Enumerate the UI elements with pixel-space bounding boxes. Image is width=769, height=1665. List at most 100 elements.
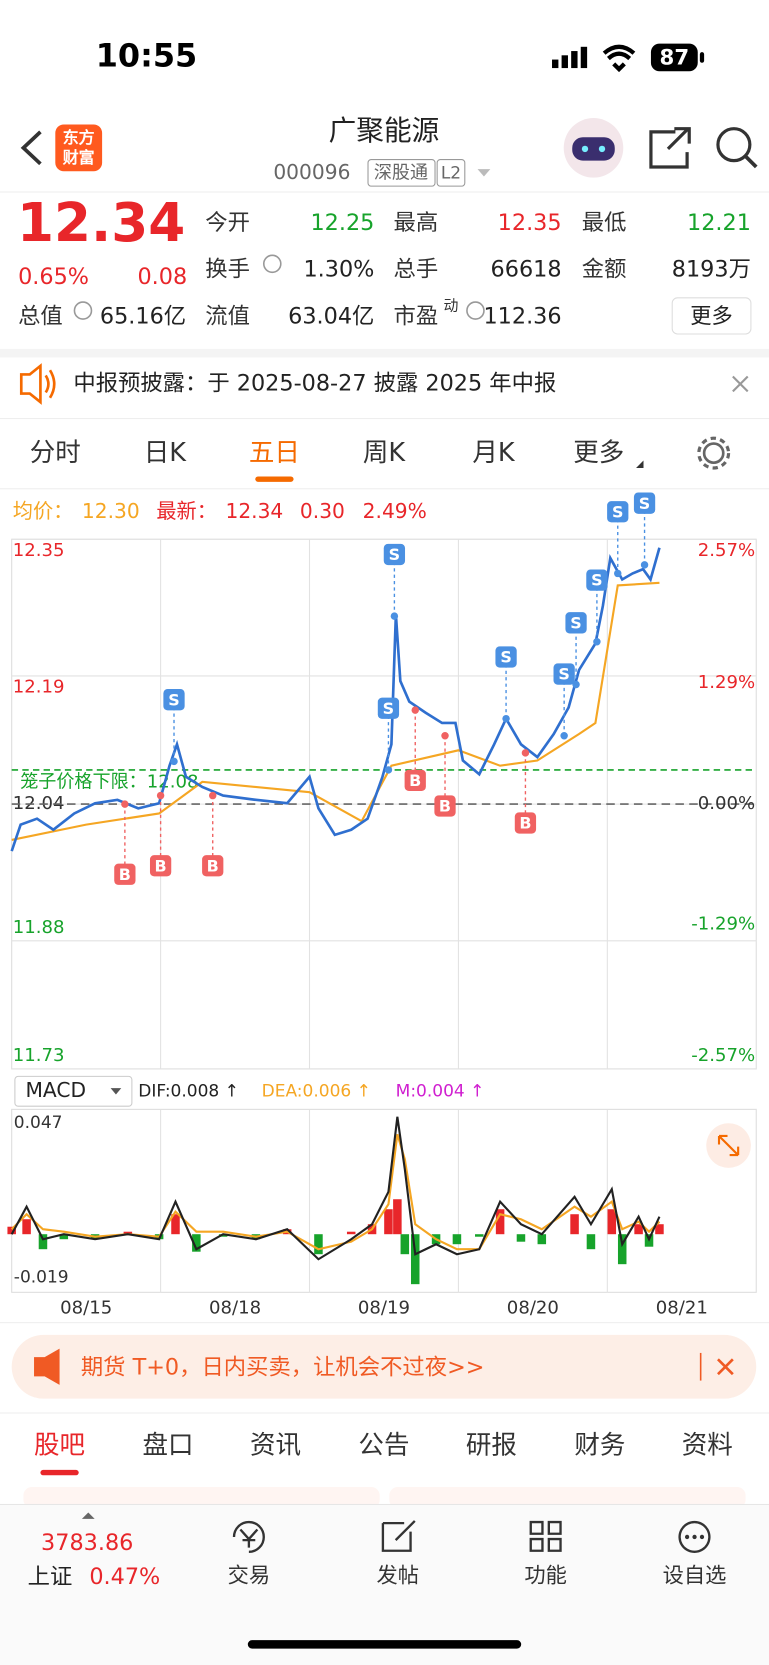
date-label: 08/19 (358, 1297, 410, 1318)
section-tab[interactable]: 股吧 (34, 1431, 85, 1461)
macd-bar (410, 1234, 420, 1285)
period-tab[interactable]: 月K (472, 438, 516, 468)
trade-point (521, 749, 530, 757)
trade-point (614, 569, 622, 578)
expand-icon (717, 1134, 740, 1157)
macd-bar (452, 1234, 462, 1245)
last-pct: 2.49% (363, 499, 427, 523)
macd-bar (314, 1234, 323, 1255)
trade-side: S (383, 699, 394, 718)
nav-label[interactable]: 发帖 (377, 1563, 420, 1588)
field-value: 12.35 (498, 210, 562, 236)
index-value[interactable]: 3783.86 (41, 1530, 133, 1556)
avg-line (11, 581, 660, 841)
trade-point (121, 800, 129, 808)
info-icon[interactable] (466, 301, 485, 320)
field-label: 今开 (205, 210, 250, 236)
banner-text[interactable]: 期货 T+0，日内买卖，让机会不过夜>> (81, 1354, 485, 1380)
trade-badge (404, 769, 426, 791)
field-value: 66618 (491, 257, 562, 283)
nav-icon[interactable] (529, 1520, 562, 1552)
indicator-select[interactable] (14, 1075, 133, 1107)
nav-label[interactable]: 功能 (524, 1563, 567, 1588)
period-tab[interactable]: 周K (363, 438, 407, 468)
settings-button[interactable] (702, 442, 725, 465)
search-button[interactable] (716, 127, 752, 163)
nav-icon[interactable] (381, 1520, 416, 1552)
avatar-eye (598, 145, 606, 153)
nav-icon[interactable] (232, 1520, 265, 1554)
divider (0, 418, 769, 420)
trade-point (411, 706, 419, 714)
divider (0, 1412, 769, 1414)
notice-text[interactable]: 中报预披露：于 2025-08-27 披露 2025 年中报 (73, 370, 556, 396)
section-tab[interactable]: 研报 (466, 1431, 517, 1461)
last-price: 12.34 (17, 192, 185, 254)
info-icon[interactable] (262, 254, 282, 274)
trade-badge (149, 855, 172, 877)
macd-chart: 0.047 -0.019 (7, 1109, 664, 1293)
dif-label: DIF:0.008 ↑ (138, 1081, 239, 1101)
macd-bar (537, 1234, 547, 1245)
nav-label[interactable]: 交易 (228, 1563, 271, 1588)
price-chart: 12.35 12.19 12.04 11.88 11.73 2.57% 1.29% 0.00%… (10, 492, 757, 1070)
divider (0, 488, 769, 490)
index-name[interactable]: 上证 (28, 1564, 73, 1590)
back-button[interactable] (20, 130, 42, 166)
macd-bar (634, 1224, 643, 1235)
field-value: 65.16亿 (100, 303, 186, 329)
trade-badge (495, 646, 517, 668)
indicator-name[interactable]: MACD (26, 1078, 87, 1102)
macd-bar (516, 1234, 526, 1242)
tab-underline (255, 476, 294, 482)
trade-side: B (439, 797, 451, 816)
period-tab[interactable]: 分时 (30, 438, 81, 468)
m-label: M:0.004 ↑ (396, 1081, 485, 1101)
share-button[interactable] (649, 127, 691, 169)
period-tabs: 分时 日K 五日 周K 月K 更多 (30, 438, 644, 482)
y2-tick-label: 2.57% (698, 540, 755, 561)
y-tick-label: 12.19 (13, 677, 65, 698)
divider (0, 1503, 769, 1506)
trade-badge (565, 612, 587, 634)
date-axis: 08/15 08/18 08/19 08/20 08/21 (60, 1297, 708, 1318)
card-edge (23, 1486, 380, 1509)
battery-icon (650, 43, 698, 72)
price-line (10, 547, 661, 852)
tag: L2 (441, 163, 461, 183)
period-tab[interactable]: 日K (144, 438, 188, 468)
macd-bar (400, 1234, 410, 1255)
promo-banner[interactable] (11, 1334, 757, 1399)
section-tab[interactable]: 盘口 (143, 1431, 194, 1461)
trade-badge (434, 795, 456, 817)
nav-dot (699, 1534, 705, 1540)
section-tab[interactable]: 资讯 (250, 1431, 301, 1461)
field-label: 市盈 (394, 303, 439, 329)
section-tab[interactable]: 财务 (574, 1431, 625, 1461)
trade-point (170, 757, 178, 766)
nav-icon[interactable] (678, 1520, 711, 1553)
status-time: 10:55 (96, 36, 198, 74)
section-tab[interactable]: 资料 (682, 1431, 733, 1461)
quote-fields: 今开 12.25 最高 12.35 最低 12.21 换手 1.30% 总手 66618 金额 819… (18, 210, 751, 330)
more-button[interactable] (671, 297, 752, 335)
notice-close[interactable] (732, 375, 749, 393)
trade-badge (114, 863, 136, 885)
banner-close[interactable] (717, 1358, 734, 1376)
date-label: 08/15 (60, 1297, 112, 1318)
section-underline (40, 1469, 79, 1476)
field-value: 1.30% (303, 257, 374, 283)
index-pct[interactable]: 0.47% (89, 1564, 160, 1590)
field-value: 12.25 (310, 210, 374, 236)
section-tab[interactable]: 公告 (358, 1431, 409, 1461)
info-icon[interactable] (73, 301, 93, 320)
nav-label[interactable]: 设自选 (663, 1563, 727, 1588)
trade-badge (377, 697, 400, 719)
trade-badge (553, 663, 575, 685)
period-tab[interactable]: 更多 (573, 438, 624, 468)
trade-badge (163, 689, 185, 711)
more-label[interactable]: 更多 (690, 304, 733, 329)
field-value: 63.04亿 (288, 303, 374, 329)
period-tab[interactable]: 五日 (249, 438, 300, 468)
macd-bar (171, 1214, 180, 1235)
